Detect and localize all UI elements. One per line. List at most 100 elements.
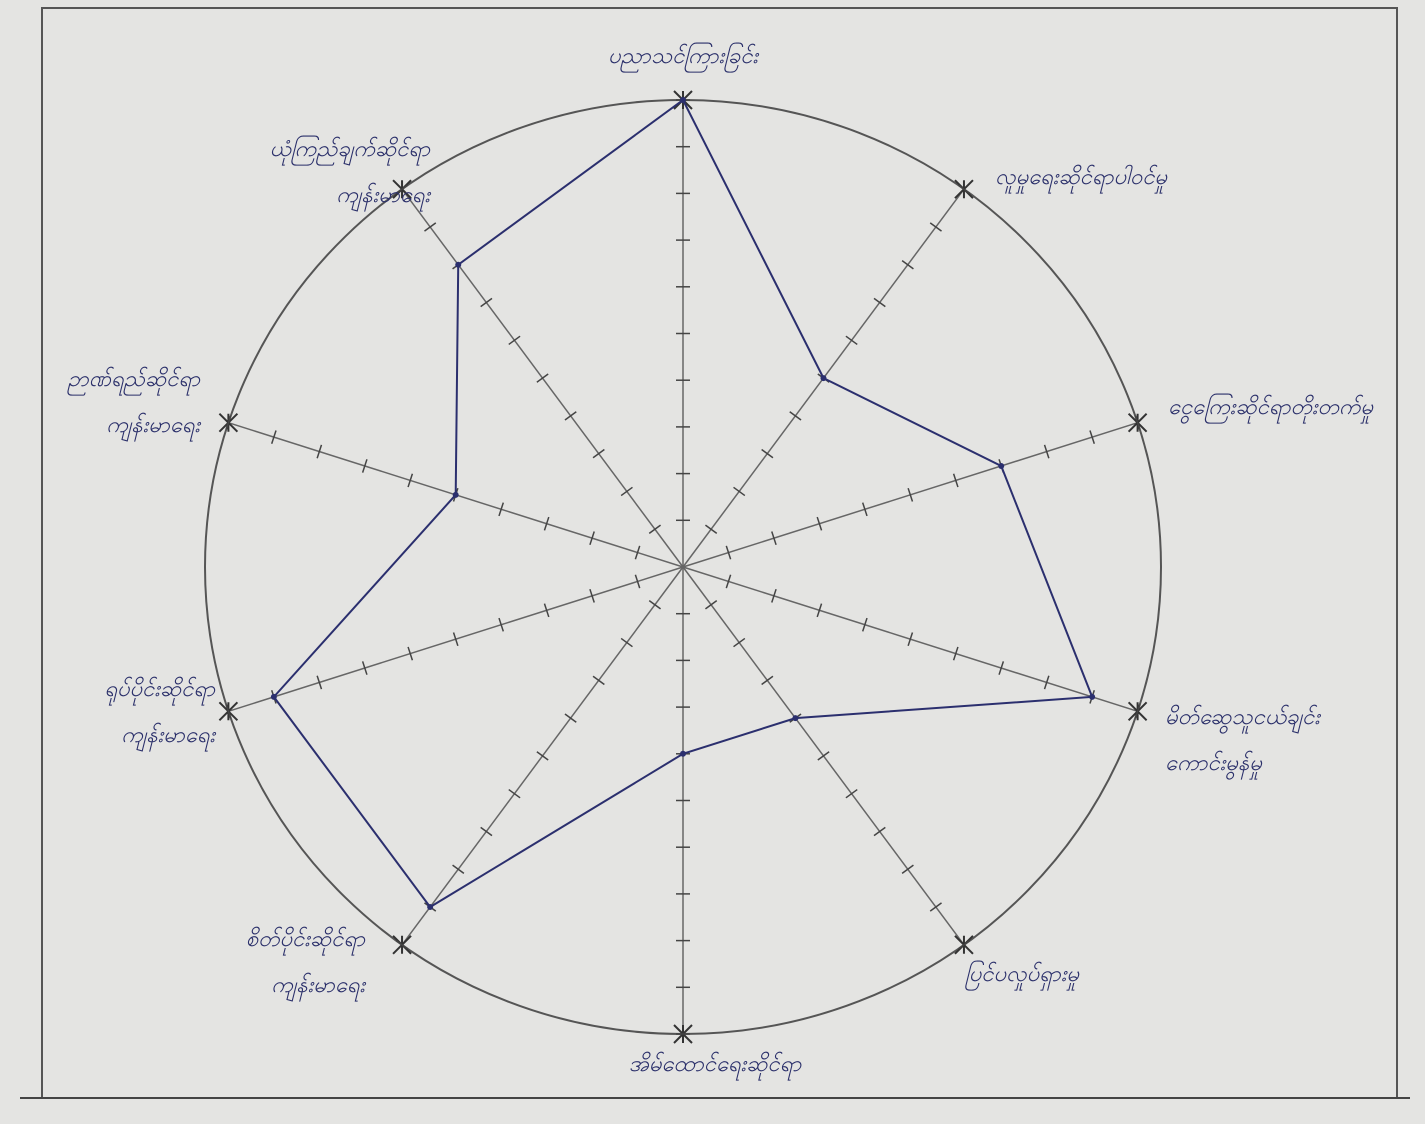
tick-mark [270,430,277,445]
radar-point [455,261,462,268]
tick-mark [907,632,914,647]
tick-mark [620,637,633,648]
tick-mark [543,603,550,618]
tick-mark [589,531,595,546]
tick-mark [761,675,774,686]
radar-point [998,462,1005,469]
axis-label: ပညာသင်ကြားခြင်း [608,42,759,73]
tick-mark [592,448,605,459]
tick-mark [1089,430,1096,445]
tick-mark [225,704,232,719]
tick-mark [704,524,718,534]
tick-mark [543,516,550,531]
axis-label: ဉာဏ်ရည်ဆိုင်ရာ [67,366,201,396]
radar-point [452,491,459,498]
tick-mark [952,646,959,661]
tick-mark [733,486,746,497]
tick-mark [952,473,959,488]
tick-mark [225,415,232,430]
axis-label: ကျန်းမာရေး [121,722,216,752]
axis-label: ကျန်းမာရေး [271,972,366,1002]
tick-mark [907,487,914,502]
axis-label: ကျန်းမာရေး [106,412,201,442]
tick-mark [873,297,886,308]
tick-mark [361,459,368,473]
tick-mark [395,184,409,194]
tick-mark [361,661,368,675]
tick-mark [957,184,971,194]
tick-mark [845,788,858,799]
tick-mark [407,473,414,488]
tick-mark [564,713,577,723]
tick-mark [901,864,914,874]
axis-label: ယုံကြည်ချက်ဆိုင်ရာ [270,135,431,166]
tick-mark [929,902,942,912]
tick-mark [536,751,549,761]
tick-mark [845,335,858,346]
tick-mark [498,502,505,517]
radar-point [427,904,434,911]
tick-mark [620,486,633,497]
tick-mark [725,574,732,589]
axis-label: အိမ်ထောင်ရေးဆိုင်ရာ [629,1051,802,1081]
tick-mark [789,411,802,421]
tick-mark [725,545,732,560]
axis-label: ရုပ်ပိုင်းဆိုင်ရာ [104,676,216,706]
tick-mark [634,545,641,560]
tick-mark [634,574,641,589]
radar-point [680,97,686,103]
axis-label: ပြင်ပလှုပ်ရှားမှု [965,960,1080,991]
tick-mark [816,516,823,531]
tick-mark [733,637,746,648]
tick-mark [861,502,868,517]
tick-mark [452,632,459,647]
tick-mark [1134,415,1141,430]
tick-mark [771,531,777,546]
tick-mark [589,588,595,603]
axis-label: စိတ်ပိုင်းဆိုင်ရာ [246,926,366,956]
tick-mark [816,603,823,618]
tick-mark [1043,675,1050,690]
tick-mark [452,864,465,874]
tick-mark [498,617,505,632]
tick-mark [704,600,718,610]
tick-mark [873,826,886,837]
axis-label: ငွေကြေးဆိုင်ရာတိုးတက်မှု [1168,393,1374,424]
axis-label: ကောင်းမွန်မှု [1165,750,1263,780]
tick-mark [536,373,549,383]
tick-mark [395,940,409,950]
radar-point [680,750,686,757]
tick-mark [901,260,914,270]
axis-label: ကျန်းမာရေး [336,182,431,212]
tick-mark [564,411,577,421]
radar-point [270,693,277,700]
tick-mark [929,222,942,232]
tick-mark [592,675,605,686]
tick-mark [957,940,971,950]
tick-mark [761,448,774,459]
axis-label: မိတ်ဆွေသူငယ်ချင်း [1165,704,1321,734]
tick-mark [1043,444,1050,459]
tick-mark [316,444,323,459]
tick-mark [648,524,662,534]
tick-mark [508,788,521,799]
radar-point [792,715,799,722]
tick-mark [480,826,493,837]
radar-point [1089,693,1096,700]
radar-point [820,375,827,382]
tick-mark [424,222,437,232]
tick-mark [648,600,662,610]
tick-mark [771,588,777,603]
tick-mark [407,646,414,661]
axis-label: လူမှုရေးဆိုင်ရာပါဝင်မှု [995,164,1168,194]
tick-mark [861,617,868,632]
tick-mark [480,297,493,308]
tick-mark [316,675,323,690]
tick-mark [508,335,521,346]
tick-mark [817,751,830,761]
tick-mark [998,661,1005,675]
tick-mark [1134,704,1141,719]
